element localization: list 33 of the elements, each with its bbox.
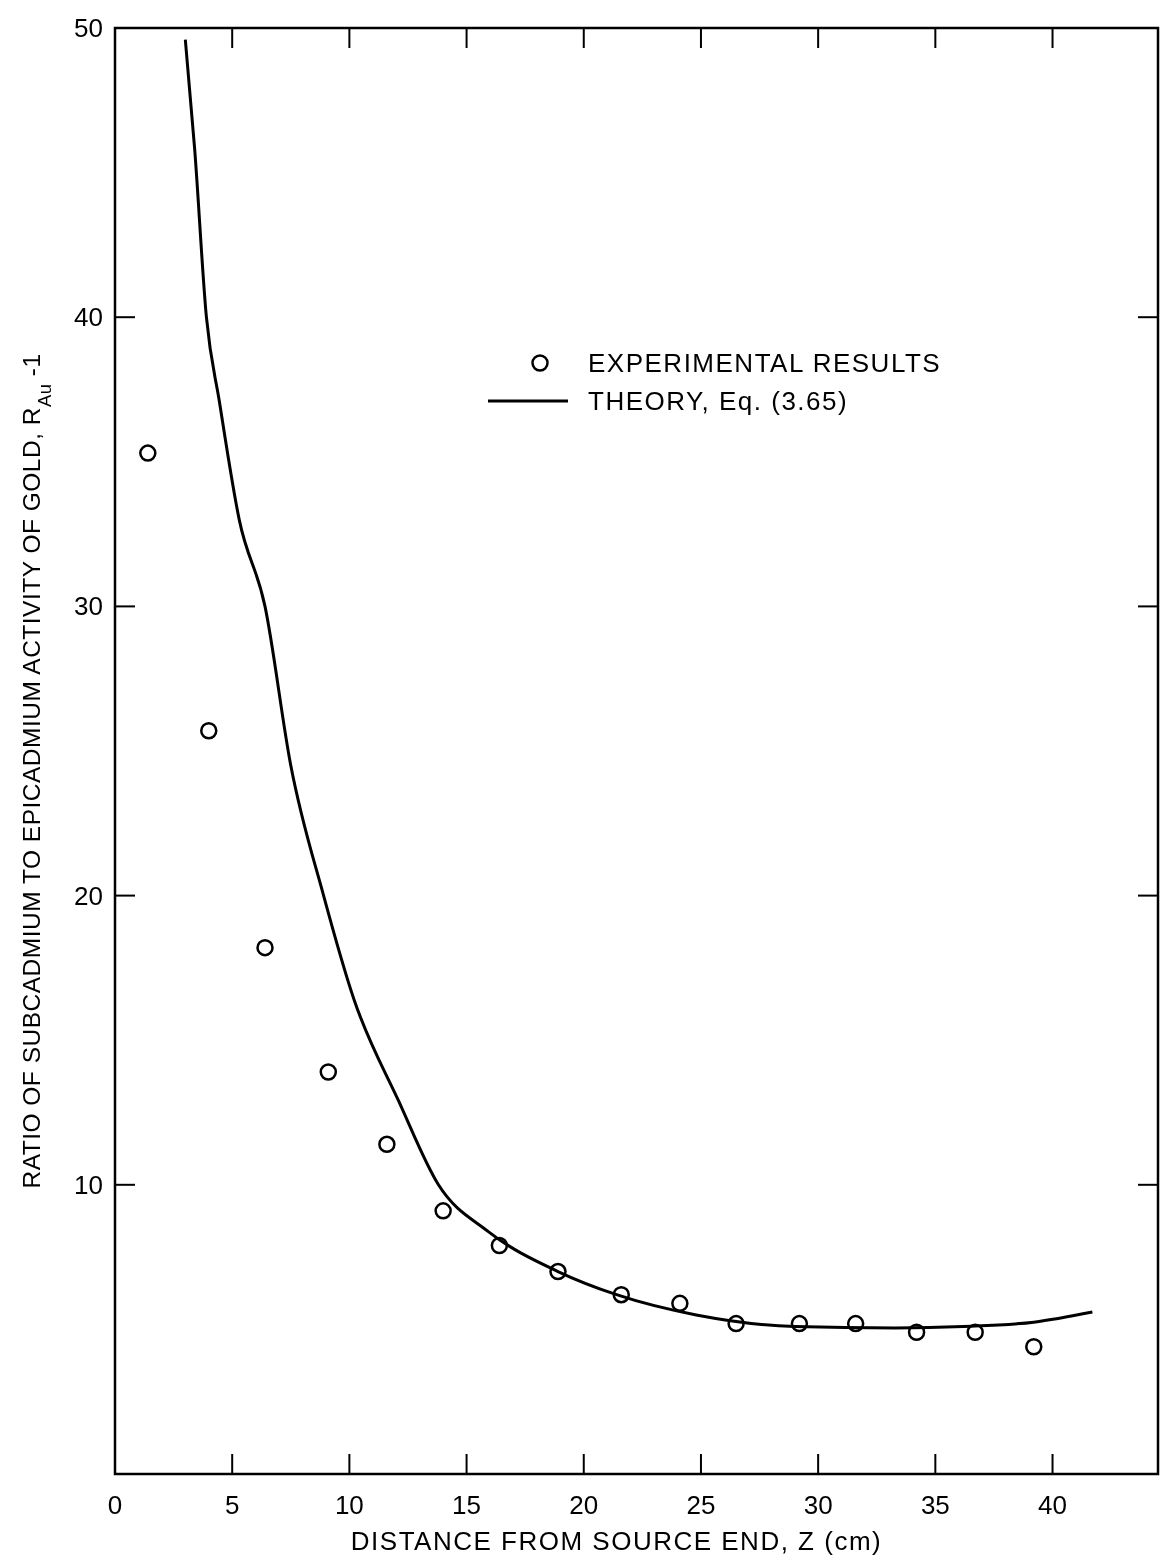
- point: [139, 444, 157, 462]
- point: [846, 1314, 865, 1333]
- y-tick-label: 40: [74, 302, 103, 333]
- y-tick-label: 30: [74, 591, 103, 622]
- point: [434, 1202, 452, 1220]
- x-tick-label: 0: [107, 1490, 123, 1520]
- point: [907, 1323, 926, 1342]
- point: [490, 1236, 509, 1255]
- y-tick-label: 10: [74, 1169, 103, 1200]
- x-tick-label: 15: [452, 1490, 482, 1520]
- y-tick-label: 50: [74, 13, 103, 43]
- point: [378, 1135, 396, 1154]
- point: [549, 1262, 567, 1281]
- x-tick-label: 40: [1038, 1490, 1067, 1520]
- point: [256, 938, 274, 957]
- point: [966, 1323, 984, 1342]
- point: [200, 722, 218, 740]
- x-axis-title: DISTANCE FROM SOURCE END, Z (cm): [350, 1526, 883, 1556]
- legend-label: THEORY, Eq. (3.65): [588, 386, 849, 416]
- x-tick-label: 25: [686, 1490, 716, 1520]
- point: [790, 1314, 809, 1333]
- point: [671, 1294, 689, 1313]
- x-tick-label: 20: [569, 1490, 599, 1520]
- x-tick-label: 30: [803, 1490, 833, 1520]
- x-tick-label: 10: [334, 1490, 364, 1520]
- point: [1025, 1338, 1043, 1356]
- point: [727, 1314, 745, 1333]
- y-tick-label: 20: [74, 880, 103, 911]
- x-tick-label: 5: [224, 1490, 240, 1520]
- point: [319, 1063, 338, 1081]
- point: [612, 1285, 631, 1304]
- legend-label: EXPERIMENTAL RESULTS: [588, 348, 942, 378]
- x-tick-label: 35: [920, 1490, 950, 1520]
